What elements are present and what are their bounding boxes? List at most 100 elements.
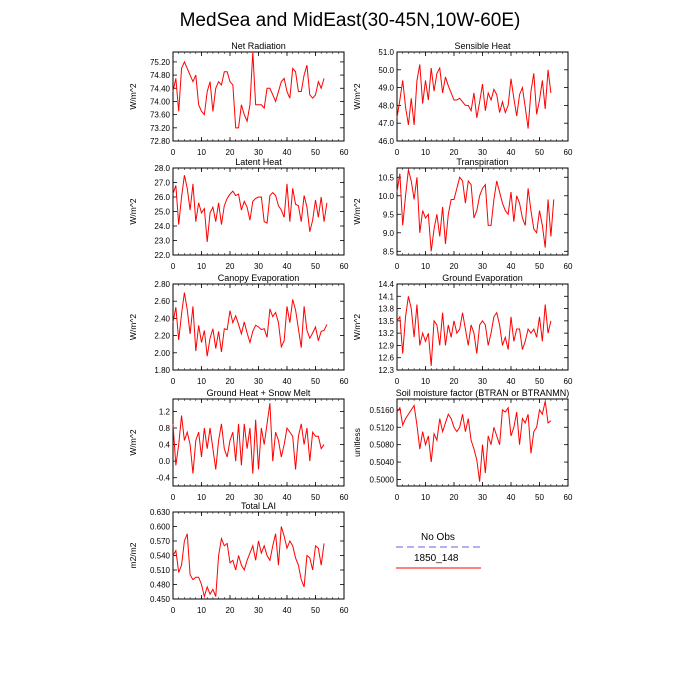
y-tick-label: 0.570 (150, 537, 171, 546)
x-tick-label: 10 (197, 262, 206, 271)
y-tick-label: 2.20 (154, 332, 170, 341)
series-line (172, 51, 325, 129)
y-tick-label: 1.2 (159, 407, 171, 416)
x-tick-label: 10 (197, 606, 206, 615)
chart-panel-8: Total LAI 0 10 20 30 40 50 60 0.450 0.480 0.510 0.5… (128, 501, 349, 615)
y-tick-label: 73.60 (150, 111, 171, 120)
y-tick-label: 51.0 (378, 48, 394, 57)
x-tick-label: 0 (395, 262, 400, 271)
x-tick-label: 0 (395, 148, 400, 157)
y-tick-label: 12.6 (378, 354, 394, 363)
y-axis-label: W/m^2 (352, 198, 362, 224)
y-tick-label: 0.540 (150, 552, 171, 561)
x-tick-label: 50 (311, 377, 320, 386)
chart-panel-2: Latent Heat 0 10 20 30 40 50 60 22.0 23.0 24.0 25.0… (128, 157, 349, 271)
panel-title: Transpiration (456, 157, 508, 167)
y-axis-label: W/m^2 (128, 198, 138, 224)
y-tick-label: 2.80 (154, 280, 170, 289)
y-tick-label: 24.0 (154, 222, 170, 231)
panel-title: Net Radiation (231, 41, 286, 51)
y-tick-label: 12.9 (378, 341, 394, 350)
y-tick-label: 2.00 (154, 349, 170, 358)
y-tick-label: 46.0 (378, 137, 394, 146)
panel-title: Sensible Heat (454, 41, 511, 51)
x-tick-label: 60 (564, 377, 573, 386)
x-tick-label: 10 (421, 262, 430, 271)
x-tick-label: 0 (171, 148, 176, 157)
y-tick-label: 28.0 (154, 164, 170, 173)
y-tick-label: 14.4 (378, 280, 394, 289)
x-tick-label: 50 (311, 262, 320, 271)
y-tick-label: 0.5040 (370, 458, 395, 467)
x-tick-label: 40 (507, 377, 516, 386)
x-tick-label: 30 (478, 377, 487, 386)
panel-title: Latent Heat (235, 157, 282, 167)
series-line (396, 296, 552, 366)
x-tick-label: 50 (311, 606, 320, 615)
panel-title: Total LAI (241, 501, 276, 511)
y-tick-label: -0.4 (156, 474, 170, 483)
x-tick-label: 50 (535, 377, 544, 386)
plot-frame (396, 283, 569, 371)
y-tick-label: 0.4 (159, 441, 171, 450)
x-tick-label: 10 (421, 493, 430, 502)
y-tick-label: 10.5 (378, 173, 394, 182)
chart-panel-6: Ground Heat + Snow Melt 0 10 20 30 40 50 60 -0.4… (128, 388, 349, 502)
series-line (396, 64, 552, 129)
y-tick-label: 0.8 (159, 424, 171, 433)
x-tick-label: 10 (197, 493, 206, 502)
chart-panel-3: Transpiration 0 10 20 30 40 50 60 8.5 9.0 9.5 10.0 1… (352, 157, 573, 271)
y-tick-label: 23.0 (154, 237, 170, 246)
x-tick-label: 0 (395, 377, 400, 386)
panel-title: Ground Heat + Snow Melt (207, 388, 311, 398)
x-tick-label: 30 (254, 377, 263, 386)
x-tick-label: 40 (283, 148, 292, 157)
x-tick-label: 50 (535, 262, 544, 271)
y-tick-label: 0.480 (150, 581, 171, 590)
series-line (172, 526, 325, 599)
y-tick-label: 22.0 (154, 251, 170, 260)
panel-title: Ground Evaporation (442, 273, 523, 283)
x-tick-label: 10 (197, 377, 206, 386)
y-tick-label: 75.20 (150, 58, 171, 67)
x-tick-label: 20 (226, 493, 235, 502)
y-tick-label: 47.0 (378, 119, 394, 128)
x-tick-label: 60 (340, 606, 349, 615)
y-tick-label: 26.0 (154, 193, 170, 202)
series-line (172, 175, 328, 242)
plot-frame (172, 51, 345, 142)
y-tick-label: 0.5000 (370, 475, 395, 484)
y-tick-label: 9.5 (383, 210, 395, 219)
chart-panel-4: Canopy Evaporation 0 10 20 30 40 50 60 1.80 2.00 2… (128, 273, 349, 386)
y-axis-label: W/m^2 (128, 83, 138, 109)
y-tick-label: 0.0 (159, 457, 171, 466)
x-tick-label: 20 (450, 377, 459, 386)
x-tick-label: 0 (171, 606, 176, 615)
series-line (396, 401, 552, 482)
x-tick-label: 30 (478, 493, 487, 502)
x-tick-label: 10 (421, 148, 430, 157)
x-tick-label: 50 (311, 493, 320, 502)
y-axis-label: W/m^2 (352, 83, 362, 109)
y-tick-label: 12.3 (378, 366, 394, 375)
x-tick-label: 20 (226, 377, 235, 386)
x-tick-label: 40 (283, 377, 292, 386)
y-tick-label: 0.600 (150, 523, 171, 532)
series-line (172, 403, 325, 474)
x-tick-label: 40 (507, 493, 516, 502)
y-tick-label: 0.5120 (370, 423, 395, 432)
panel-title: Soil moisture factor (BTRAN or BTRANMN) (396, 388, 570, 398)
x-tick-label: 60 (564, 262, 573, 271)
y-axis-label: W/m^2 (352, 314, 362, 340)
x-tick-label: 40 (283, 493, 292, 502)
chart-panel-7: Soil moisture factor (BTRAN or BTRANMN)0… (352, 388, 573, 502)
y-tick-label: 27.0 (154, 179, 170, 188)
y-tick-label: 74.00 (150, 97, 171, 106)
legend-obs-label: No Obs (421, 532, 455, 543)
x-tick-label: 20 (226, 262, 235, 271)
series-line (172, 292, 328, 357)
y-tick-label: 0.5160 (370, 406, 395, 415)
x-tick-label: 60 (340, 148, 349, 157)
plot-frame (172, 511, 345, 600)
